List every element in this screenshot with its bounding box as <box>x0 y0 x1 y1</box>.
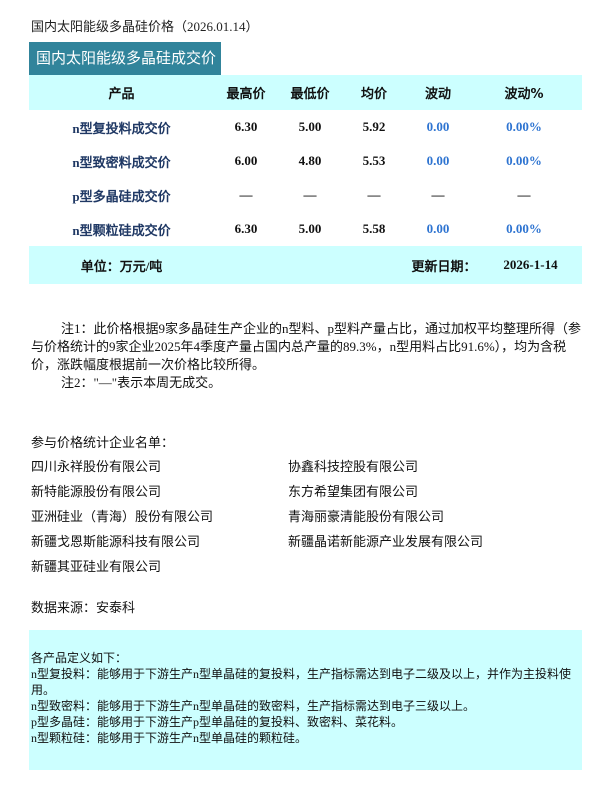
header-cell: 均价 <box>360 87 387 102</box>
price-cell: — <box>239 187 253 202</box>
price-cell: — <box>431 187 445 202</box>
header-cell: 最高价 <box>226 87 266 102</box>
companies-label: 参与价格统计企业名单： <box>31 435 175 450</box>
price-cell: — <box>367 187 381 202</box>
company-item: 协鑫科技控股有限公司 <box>288 459 419 474</box>
price-cell: 0.00 <box>426 153 450 168</box>
product-name: n型致密料成交价 <box>72 154 171 170</box>
table-header: 产品 最高价 最低价 均价 波动 波动% <box>29 75 582 110</box>
update-label: 更新日期： <box>411 258 477 274</box>
unit-label: 单位：万元/吨 <box>80 258 163 274</box>
note-2: 注2："—"表示本周无成交。 <box>61 375 222 390</box>
company-item: 青海丽豪清能股份有限公司 <box>288 509 445 524</box>
definition-line: n型颗粒硅：能够用于下游生产n型单晶硅的颗粒硅。 <box>31 731 308 745</box>
company-item: 新特能源股份有限公司 <box>31 484 162 499</box>
table-caption: 国内太阳能级多晶硅成交价 <box>29 42 221 75</box>
header-cell: 最低价 <box>290 87 330 102</box>
definition-line: n型致密料：能够用于下游生产n型单晶硅的致密料，生产指标需达到电子三级以上。 <box>31 699 476 713</box>
price-cell: 0.00 <box>426 221 450 236</box>
price-cell: 5.00 <box>298 221 322 236</box>
definition-line: n型复投料：能够用于下游生产n型单晶硅的复投料，生产指标需达到电子二级及以上，并… <box>31 667 572 697</box>
update-date: 2026-1-14 <box>503 257 558 272</box>
price-cell: 6.30 <box>234 119 258 134</box>
header-cell: 波动 <box>424 87 451 102</box>
header-cell: 产品 <box>108 87 135 102</box>
page-title: 国内太阳能级多晶硅价格（2026.01.14） <box>31 19 259 34</box>
price-cell: 0.00 <box>426 119 450 134</box>
price-cell: 5.92 <box>362 119 386 134</box>
table-row: p型多晶硅成交价 — — — — — <box>29 178 582 212</box>
price-cell: — <box>303 187 317 202</box>
company-item: 东方希望集团有限公司 <box>288 484 419 499</box>
product-name: n型颗粒硅成交价 <box>72 222 171 238</box>
price-cell: 6.30 <box>234 221 258 236</box>
product-name: p型多晶硅成交价 <box>72 188 171 204</box>
price-cell: 4.80 <box>298 153 322 168</box>
table-row: n型复投料成交价 6.30 5.00 5.92 0.00 0.00% <box>29 110 582 144</box>
price-cell: 0.00% <box>506 153 542 168</box>
notes: 注1：此价格根据9家多晶硅生产企业的n型料、p型料产量占比，通过加权平均整理所得… <box>31 320 583 392</box>
price-cell: 5.53 <box>362 153 386 168</box>
table-footer: 单位：万元/吨 更新日期： 2026-1-14 <box>29 246 582 284</box>
note-1: 注1：此价格根据9家多晶硅生产企业的n型料、p型料产量占比，通过加权平均整理所得… <box>31 321 582 372</box>
company-item: 亚洲硅业（青海）股份有限公司 <box>31 509 214 524</box>
product-name: n型复投料成交价 <box>72 120 171 136</box>
definition-line: 各产品定义如下： <box>31 651 128 665</box>
price-table: 产品 最高价 最低价 均价 波动 波动% n型复投料成交价 6.30 5.00 5.9… <box>29 75 582 284</box>
company-item: 新疆戈恩斯能源科技有限公司 <box>31 534 201 549</box>
definition-line: p型多晶硅：能够用于下游生产p型单晶硅的复投料、致密料、菜花料。 <box>31 715 404 729</box>
price-cell: 0.00% <box>506 221 542 236</box>
company-item: 四川永祥股份有限公司 <box>31 459 162 474</box>
price-cell: 0.00% <box>506 119 542 134</box>
price-cell: — <box>517 187 531 202</box>
price-cell: 5.58 <box>362 221 386 236</box>
table-row: n型颗粒硅成交价 6.30 5.00 5.58 0.00 0.00% <box>29 212 582 246</box>
definitions-box: 各产品定义如下： n型复投料：能够用于下游生产n型单晶硅的复投料，生产指标需达到… <box>29 630 582 770</box>
company-item: 新疆其亚硅业有限公司 <box>31 559 162 574</box>
price-cell: 6.00 <box>234 153 258 168</box>
table-row: n型致密料成交价 6.00 4.80 5.53 0.00 0.00% <box>29 144 582 178</box>
header-cell: 波动% <box>504 87 544 102</box>
data-source: 数据来源：安泰科 <box>31 600 136 615</box>
company-item: 新疆晶诺新能源产业发展有限公司 <box>288 534 484 549</box>
price-cell: 5.00 <box>298 119 322 134</box>
